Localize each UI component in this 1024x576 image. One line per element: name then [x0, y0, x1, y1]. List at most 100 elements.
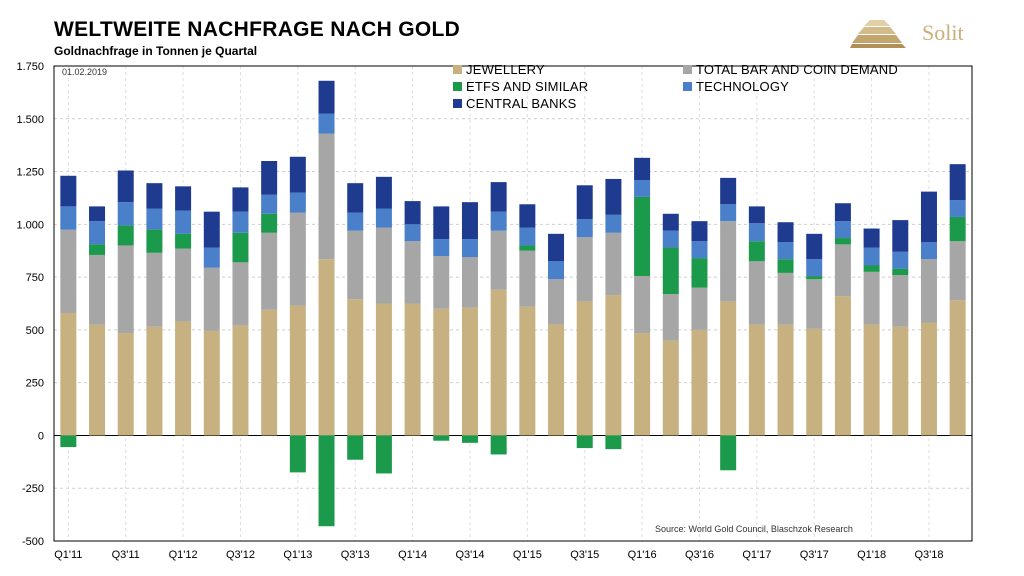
bar-jewellery-Q211	[89, 324, 106, 436]
bar-jewellery-Q417	[834, 296, 851, 436]
bar-total-bar-and-coin-demand-Q418	[949, 241, 966, 301]
x-tick-label: Q3'12	[226, 549, 255, 561]
bar-technology-Q311	[117, 202, 134, 226]
bar-etfs-and-similar-Q217	[777, 259, 794, 273]
grid-lines	[54, 66, 972, 541]
bar-technology-Q412	[261, 194, 278, 214]
bar-total-bar-and-coin-demand-Q116	[634, 276, 651, 334]
bar-jewellery-Q216	[662, 340, 679, 436]
bar-etfs-and-similar-Q117	[748, 241, 765, 262]
bar-technology-Q414	[490, 211, 507, 231]
bar-jewellery-Q213	[318, 259, 335, 436]
bar-central-banks-Q115	[519, 204, 536, 228]
bar-jewellery-Q415	[605, 295, 622, 436]
bar-central-banks-Q218	[892, 220, 909, 252]
bar-technology-Q211	[89, 221, 106, 245]
y-tick-label: 1.750	[16, 61, 44, 73]
bar-total-bar-and-coin-demand-Q111	[60, 229, 77, 313]
bar-central-banks-Q416	[720, 177, 737, 205]
bar-jewellery-Q111	[60, 313, 77, 436]
bar-jewellery-Q214	[433, 308, 450, 436]
bar-total-bar-and-coin-demand-Q313	[347, 230, 364, 300]
axes: -500 -250 0 250 500 750 1.000 1.250 1.500 1.750 Q1…	[16, 61, 973, 561]
bar-etfs-and-similar-Q413	[375, 435, 392, 474]
bar-central-banks-Q114	[404, 201, 421, 225]
bar-technology-Q317	[806, 259, 823, 277]
chart-subtitle: Goldnachfrage in Tonnen je Quartal	[54, 44, 258, 58]
bar-central-banks-Q411	[146, 183, 163, 209]
bar-technology-Q313	[347, 212, 364, 231]
bar-technology-Q218	[892, 251, 909, 269]
bar-technology-Q318	[920, 242, 937, 260]
bar-jewellery-Q317	[806, 328, 823, 436]
bar-central-banks-Q415	[605, 178, 622, 215]
bar-jewellery-Q411	[146, 326, 163, 436]
legend-swatch	[453, 99, 462, 108]
bar-etfs-and-similar-Q118	[863, 265, 880, 272]
bar-jewellery-Q313	[347, 299, 364, 436]
bar-etfs-and-similar-Q412	[261, 213, 278, 233]
bar-jewellery-Q314	[461, 307, 478, 436]
bar-etfs-and-similar-Q416	[720, 435, 737, 471]
bar-jewellery-Q315	[576, 301, 593, 436]
bar-central-banks-Q317	[806, 233, 823, 260]
bar-technology-Q117	[748, 223, 765, 242]
bar-jewellery-Q312	[232, 325, 249, 436]
bar-technology-Q216	[662, 230, 679, 248]
legend-label: JEWELLERY	[466, 62, 545, 77]
x-tick-label: Q1'17	[742, 549, 771, 561]
bar-total-bar-and-coin-demand-Q417	[834, 244, 851, 297]
legend-swatch	[453, 82, 462, 91]
bar-jewellery-Q217	[777, 324, 794, 436]
bar-etfs-and-similar-Q311	[117, 225, 134, 246]
bar-technology-Q113	[289, 192, 306, 213]
bar-etfs-and-similar-Q315	[576, 435, 593, 449]
bar-central-banks-Q313	[347, 183, 364, 213]
bar-technology-Q213	[318, 113, 335, 134]
bar-technology-Q416	[720, 204, 737, 222]
bar-etfs-and-similar-Q316	[691, 258, 708, 288]
bar-etfs-and-similar-Q115	[519, 245, 536, 251]
bar-technology-Q217	[777, 242, 794, 260]
bar-technology-Q315	[576, 219, 593, 237]
solit-logo-icon	[850, 20, 906, 48]
bar-central-banks-Q118	[863, 228, 880, 248]
bar-technology-Q111	[60, 206, 77, 230]
bar-jewellery-Q316	[691, 329, 708, 436]
x-tick-label: Q1'16	[628, 549, 657, 561]
y-tick-label: 0	[38, 430, 44, 442]
bar-etfs-and-similar-Q415	[605, 435, 622, 450]
bar-central-banks-Q414	[490, 182, 507, 212]
bar-total-bar-and-coin-demand-Q212	[203, 267, 220, 331]
bar-technology-Q215	[548, 261, 565, 280]
bar-technology-Q118	[863, 247, 880, 266]
bar-total-bar-and-coin-demand-Q217	[777, 272, 794, 325]
bar-etfs-and-similar-Q213	[318, 435, 335, 527]
bar-central-banks-Q111	[60, 175, 77, 207]
bar-central-banks-Q214	[433, 206, 450, 240]
bar-technology-Q114	[404, 224, 421, 242]
bar-central-banks-Q212	[203, 211, 220, 248]
legend-swatch	[683, 82, 692, 91]
bar-technology-Q316	[691, 241, 708, 259]
date-note: 01.02.2019	[62, 67, 107, 77]
bar-central-banks-Q417	[834, 203, 851, 222]
bar-technology-Q312	[232, 211, 249, 233]
bar-total-bar-and-coin-demand-Q211	[89, 254, 106, 325]
bar-technology-Q214	[433, 239, 450, 256]
bar-total-bar-and-coin-demand-Q413	[375, 227, 392, 304]
bar-central-banks-Q211	[89, 206, 106, 222]
bar-etfs-and-similar-Q411	[146, 229, 163, 253]
bar-jewellery-Q416	[720, 301, 737, 436]
bar-total-bar-and-coin-demand-Q114	[404, 241, 421, 304]
bar-central-banks-Q215	[548, 233, 565, 262]
bar-central-banks-Q412	[261, 161, 278, 195]
bar-total-bar-and-coin-demand-Q117	[748, 261, 765, 325]
bar-total-bar-and-coin-demand-Q314	[461, 257, 478, 308]
legend-label: CENTRAL BANKS	[466, 96, 577, 111]
bar-total-bar-and-coin-demand-Q218	[892, 275, 909, 327]
bar-jewellery-Q311	[117, 333, 134, 436]
y-tick-label: 1.500	[16, 114, 44, 126]
bar-total-bar-and-coin-demand-Q213	[318, 133, 335, 260]
